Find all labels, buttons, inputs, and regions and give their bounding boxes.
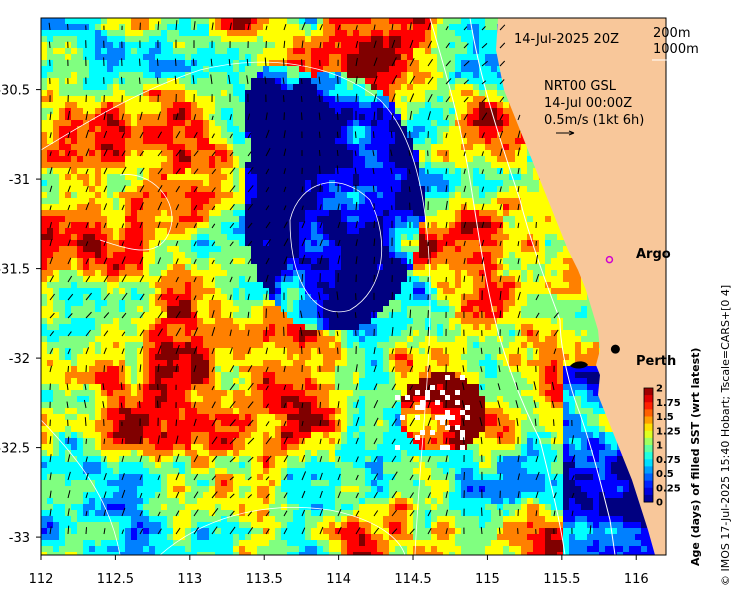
colorbar-segment	[644, 459, 653, 467]
y-tick-label: -31.5	[0, 263, 30, 278]
colorbar-segment	[644, 466, 653, 474]
bathymetry-contours	[41, 18, 616, 555]
x-tick-label: 115	[475, 572, 500, 587]
contour-sst-5	[99, 174, 173, 251]
contour-legend-200m: 200m	[653, 26, 690, 41]
colorbar-tick-label: 1.25	[656, 426, 681, 437]
y-tick-label: -30.5	[0, 84, 30, 99]
colorbar-tick-label: 1	[656, 441, 663, 452]
x-tick-label: 114.5	[394, 572, 431, 587]
x-tick-label: 115.5	[543, 572, 580, 587]
y-tick-label: -31	[9, 173, 30, 188]
place-label-argo: Argo	[636, 247, 671, 262]
colorbar: 2 1.75 1.5 1.25 1 0.75 0.5 0.25 0	[643, 384, 681, 509]
y-tick-label: -32.5	[0, 442, 30, 457]
current-scale-arrow	[556, 130, 575, 136]
colorbar-tick-label: 0.25	[656, 483, 681, 494]
credit-text: © IMOS 17-Jul-2025 15:40 Hobart; Tscale=…	[719, 285, 732, 586]
place-markers	[570, 255, 620, 369]
place-label-perth: Perth	[636, 354, 676, 369]
contour-1000m	[469, 18, 616, 555]
colorbar-tick-label: 0	[656, 498, 663, 509]
colorbar-segment	[644, 416, 653, 425]
perth-city-icon	[610, 344, 620, 354]
colorbar-tick-label: 0.5	[656, 469, 674, 480]
colorbar-tick-label: 0.75	[656, 455, 681, 466]
colorbar-tick-label: 1.5	[656, 412, 674, 423]
contour-sst-2	[289, 182, 383, 313]
x-tick-label: 114	[326, 572, 351, 587]
colorbar-frame	[643, 387, 654, 503]
colorbar-segment	[644, 402, 653, 410]
colorbar-segment	[644, 388, 653, 396]
y-axis-ticks: -30.5 -31 -31.5 -32 -32.5 -33	[0, 84, 41, 546]
x-tick-label: 112.5	[97, 572, 134, 587]
x-tick-label: 113.5	[246, 572, 283, 587]
colorbar-segment	[644, 395, 653, 403]
contour-sst-3	[159, 507, 406, 555]
colorbar-segment	[644, 452, 653, 460]
contour-200m	[429, 18, 566, 555]
contour-sst-1	[41, 61, 431, 555]
colorbar-title: Age (days) of filled SST (wrt latest)	[689, 348, 702, 566]
colorbar-segment	[644, 430, 653, 439]
map-plot-area	[41, 18, 666, 555]
colorbar-segment	[644, 480, 653, 489]
colorbar-segment	[644, 423, 653, 432]
colorbar-segment	[644, 409, 653, 417]
contour-sst-4	[41, 419, 121, 555]
y-tick-label: -33	[9, 531, 30, 546]
plot-frame	[40, 17, 667, 556]
current-time-label: 14-Jul 00:00Z	[544, 96, 632, 111]
contour-legend-1000m: 1000m	[653, 42, 699, 57]
colorbar-segment	[644, 487, 653, 496]
argo-float-icon	[605, 255, 614, 264]
x-tick-label: 112	[29, 572, 54, 587]
rottnest-island	[570, 361, 588, 369]
current-scale-label: 0.5m/s (1kt 6h)	[544, 113, 644, 128]
colorbar-segment	[644, 445, 653, 453]
x-tick-label: 116	[624, 572, 649, 587]
colorbar-segment	[644, 437, 653, 446]
timestamp-label: 14-Jul-2025 20Z	[514, 32, 619, 47]
colorbar-segment	[644, 473, 653, 482]
y-tick-label: -32	[9, 352, 30, 367]
land-western-australia	[496, 18, 666, 555]
current-model-label: NRT00 GSL	[544, 79, 617, 94]
x-tick-label: 113	[177, 572, 202, 587]
x-axis-ticks: 112 112.5 113 113.5 114 114.5 115 115.5 116	[29, 555, 649, 587]
current-vectors	[48, 20, 592, 535]
colorbar-tick-label: 2	[656, 384, 663, 395]
colorbar-segment	[644, 494, 653, 503]
colorbar-tick-label: 1.75	[656, 398, 681, 409]
